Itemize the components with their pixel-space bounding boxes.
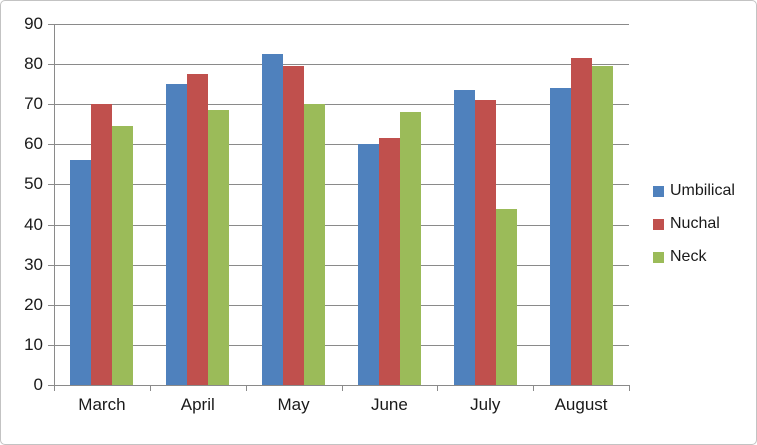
bar-nuchal-july[interactable]	[474, 100, 496, 385]
y-axis-line	[54, 24, 55, 386]
gridline	[54, 24, 629, 25]
bar-group-june	[342, 24, 438, 385]
gridline	[54, 184, 629, 186]
x-axis-label-march: March	[78, 395, 126, 414]
legend-item-nuchal[interactable]: Nuchal	[653, 215, 735, 233]
x-axis-tick	[245, 386, 247, 391]
bar-neck-april[interactable]	[208, 110, 230, 385]
legend-swatch-icon	[653, 251, 664, 263]
x-axis-tick	[341, 386, 343, 391]
gridline	[54, 64, 629, 66]
bar-group-march	[54, 24, 150, 385]
x-axis-label-august: August	[554, 395, 608, 414]
y-axis-tick-label: 60	[24, 134, 43, 154]
y-axis-tick	[48, 344, 54, 346]
y-axis-tick-label: 20	[24, 294, 43, 314]
plot-area	[54, 24, 629, 385]
legend-label: Nuchal	[670, 215, 720, 232]
y-axis-tick	[48, 64, 54, 66]
bar-neck-june[interactable]	[399, 112, 421, 385]
gridline	[54, 144, 629, 146]
bar-umbilical-april[interactable]	[166, 84, 188, 385]
x-axis-tick	[149, 386, 151, 391]
y-axis-tick	[48, 224, 54, 226]
bar-umbilical-may[interactable]	[262, 54, 284, 385]
x-axis-label-may: May	[277, 395, 310, 414]
y-axis-tick-label: 90	[24, 14, 43, 33]
legend-item-umbilical[interactable]: Umbilical	[653, 182, 735, 200]
x-axis-tick	[629, 386, 630, 391]
legend-label: Umbilical	[670, 182, 735, 199]
bar-umbilical-march[interactable]	[70, 160, 92, 385]
y-axis-tick-label: 10	[24, 334, 43, 354]
bar-nuchal-march[interactable]	[91, 104, 113, 385]
bar-group-may	[246, 24, 342, 385]
x-axis-tick	[533, 386, 535, 391]
y-axis-tick	[48, 104, 54, 106]
y-axis-tick-label: 40	[24, 214, 43, 234]
gridline	[54, 344, 629, 346]
x-axis-label-april: April	[180, 395, 215, 414]
legend-label: Neck	[670, 248, 707, 265]
x-axis-label-july: July	[470, 395, 501, 414]
gridline	[54, 264, 629, 266]
bar-umbilical-june[interactable]	[357, 144, 379, 385]
bar-neck-may[interactable]	[304, 104, 326, 385]
y-axis-tick	[48, 264, 54, 266]
bar-group-july	[437, 24, 533, 385]
y-axis-tick	[48, 385, 54, 386]
legend-swatch-icon	[653, 185, 664, 197]
y-axis-tick-label: 70	[24, 94, 43, 114]
y-axis-tick	[48, 144, 54, 146]
bar-neck-august[interactable]	[591, 66, 613, 385]
y-axis-tick	[48, 24, 54, 25]
gridline	[54, 104, 629, 106]
y-axis-tick-label: 30	[24, 254, 43, 274]
bar-nuchal-august[interactable]	[570, 58, 592, 385]
bar-group-april	[150, 24, 246, 385]
x-axis-tick	[54, 386, 55, 391]
y-axis-tick-label: 80	[24, 54, 43, 74]
legend-swatch-icon	[653, 218, 664, 230]
legend-item-neck[interactable]: Neck	[653, 248, 735, 266]
y-axis-tick-label: 50	[24, 174, 43, 194]
y-axis-tick	[48, 184, 54, 186]
bar-umbilical-july[interactable]	[453, 90, 475, 385]
x-axis-label-june: June	[370, 395, 408, 414]
x-axis-tick	[437, 386, 439, 391]
bar-neck-july[interactable]	[495, 208, 517, 385]
legend: Umbilical Nuchal Neck	[653, 182, 735, 281]
bar-nuchal-june[interactable]	[378, 138, 400, 385]
y-axis-tick-label: 0	[33, 375, 43, 394]
y-axis-tick	[48, 304, 54, 306]
bar-neck-march[interactable]	[112, 126, 134, 385]
bar-umbilical-august[interactable]	[549, 88, 571, 385]
bar-nuchal-may[interactable]	[283, 66, 305, 385]
bar-nuchal-april[interactable]	[187, 74, 209, 385]
bar-group-august	[533, 24, 629, 385]
gridline	[54, 224, 629, 226]
x-axis-line	[54, 385, 630, 386]
gridline	[54, 304, 629, 306]
